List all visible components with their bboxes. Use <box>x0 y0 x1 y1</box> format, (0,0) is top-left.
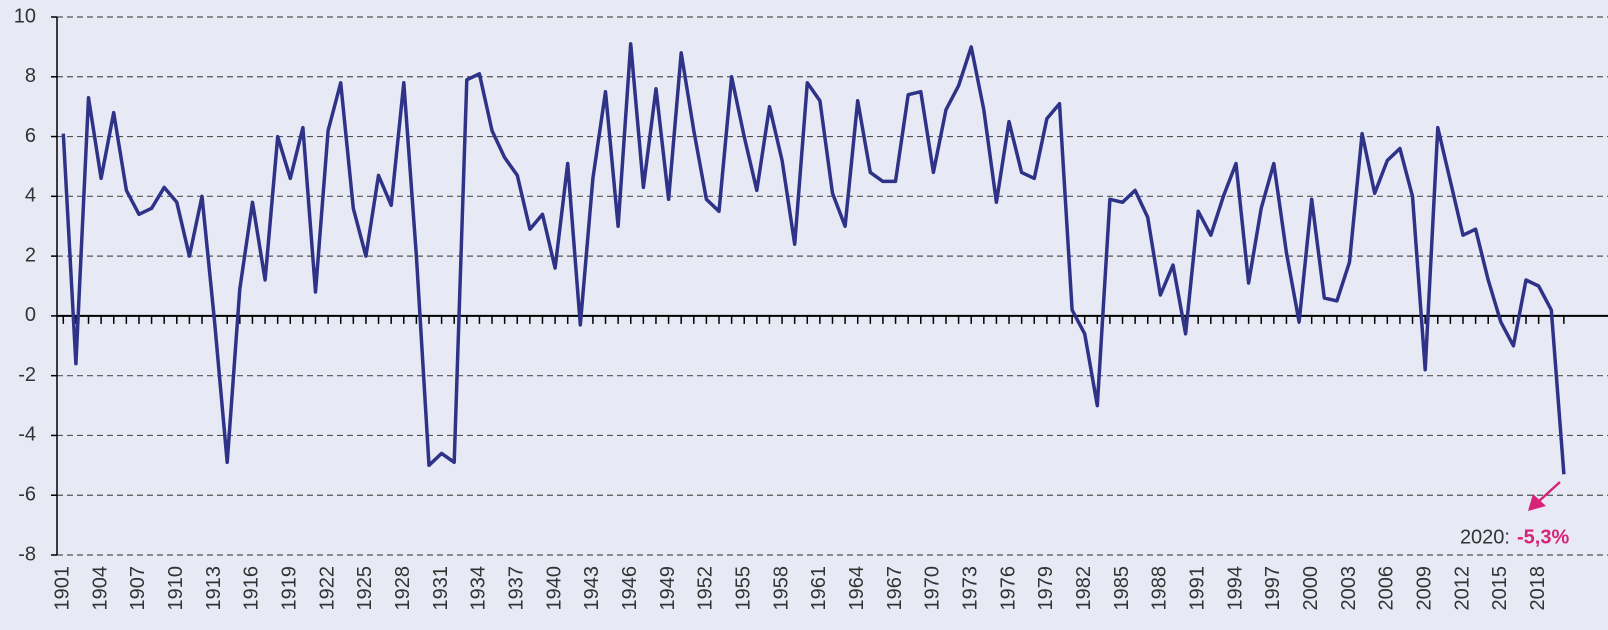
y-tick-label: 2 <box>25 244 36 266</box>
x-tick-label: 1937 <box>506 566 528 611</box>
y-tick-label: -4 <box>18 424 36 446</box>
x-tick-label: 1934 <box>468 566 490 611</box>
x-tick-label: 2018 <box>1527 566 1549 611</box>
annotation-arrowhead <box>1528 494 1546 511</box>
x-tick-label: 1907 <box>127 566 149 611</box>
x-tick-label: 1973 <box>959 566 981 611</box>
x-tick-label: 1916 <box>241 566 263 611</box>
annotation-value: -5,3% <box>1517 526 1569 548</box>
x-tick-label: 1964 <box>846 566 868 611</box>
y-tick-label: 4 <box>25 185 36 207</box>
x-tick-label: 2015 <box>1489 566 1511 611</box>
y-tick-label: -8 <box>18 543 36 565</box>
annotation-label: 2020: <box>1460 526 1510 548</box>
x-tick-label: 2009 <box>1413 566 1435 611</box>
x-tick-label: 1958 <box>770 566 792 611</box>
x-tick-label: 1970 <box>922 566 944 611</box>
x-tick-label: 1955 <box>733 566 755 611</box>
x-tick-label: 1997 <box>1262 566 1284 611</box>
y-tick-label: 0 <box>25 304 36 326</box>
data-line <box>61 42 1566 475</box>
x-tick-label: 1961 <box>808 566 830 611</box>
x-tick-label: 2000 <box>1300 566 1322 611</box>
y-tick-label: -6 <box>18 484 36 506</box>
x-tick-label: 1901 <box>52 566 74 611</box>
x-tick-label: 1913 <box>203 566 225 611</box>
x-tick-label: 1919 <box>279 566 301 611</box>
x-tick-label: 1979 <box>1035 566 1057 611</box>
x-tick-label: 1946 <box>619 566 641 611</box>
y-tick-label: -2 <box>18 364 36 386</box>
x-tick-label: 1943 <box>581 566 603 611</box>
x-tick-label: 2003 <box>1338 566 1360 611</box>
annotation-arrow <box>1537 481 1561 503</box>
x-tick-label: 2006 <box>1376 566 1398 611</box>
x-tick-label: 1910 <box>165 566 187 611</box>
x-tick-label: 1925 <box>354 566 376 611</box>
x-tick-label: 1982 <box>1073 566 1095 611</box>
x-tick-label: 2012 <box>1451 566 1473 611</box>
x-tick-label: 1976 <box>997 566 1019 611</box>
x-tick-label: 1931 <box>430 566 452 611</box>
y-tick-label: 6 <box>25 125 36 147</box>
x-tick-label: 1988 <box>1149 566 1171 611</box>
x-tick-label: 1904 <box>89 566 111 611</box>
y-tick-label: 10 <box>14 5 36 27</box>
x-tick-label: 1994 <box>1224 566 1246 611</box>
x-tick-label: 1985 <box>1111 566 1133 611</box>
x-tick-label: 1952 <box>695 566 717 611</box>
x-tick-label: 1940 <box>543 566 565 611</box>
x-tick-label: 1967 <box>884 566 906 611</box>
x-tick-label: 1922 <box>316 566 338 611</box>
x-tick-label: 1949 <box>657 566 679 611</box>
x-tick-label: 1991 <box>1186 566 1208 611</box>
x-tick-label: 1928 <box>392 566 414 611</box>
y-tick-label: 8 <box>25 65 36 87</box>
